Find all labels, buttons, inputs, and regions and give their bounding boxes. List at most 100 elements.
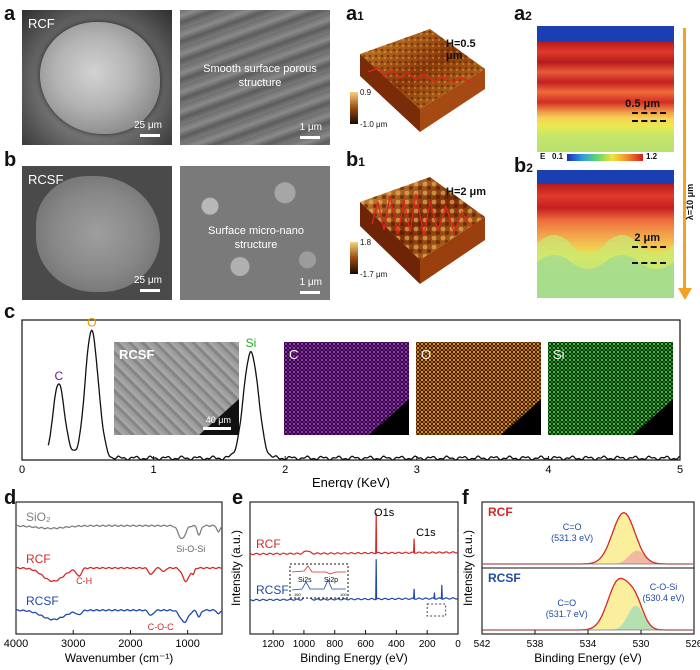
eds-carbon-map: C [284,342,409,435]
afm-surface-rcf [360,29,485,132]
eds-sem-map-scale-bar [203,427,231,430]
eds-peak-label-o: O [87,316,96,330]
eds-xtick-label: 0 [19,464,25,476]
xps-inset-rcf [291,565,346,575]
rcf-zoom-caption: Smooth surface porous structure [203,63,317,89]
xps-o1s-rcf-title: RCF [488,505,513,519]
afm-3d-rcsf: H=2 μm 1.8 -1.7 μm [350,172,490,296]
fem-dashed-top-rcsf [632,246,666,248]
afm-surface-rcsf [360,177,485,284]
xps-o1s-rcf-minor-fill [482,550,694,564]
xps-peak-o1s: O1s [374,507,395,519]
fem-cbar-min: 0.1 [552,152,564,161]
rcsf-zoom-scale-label: 1 μm [299,277,322,288]
afm-colorbar-rcsf [350,242,358,274]
xps-inset-tick-1: 100 [340,592,347,597]
rcsf-particle [36,176,160,292]
xps-o1s-rcf-co-fill [482,512,694,564]
fem-dashed-bottom-rcf [632,120,666,122]
rcf-tag: RCF [28,16,55,31]
xps-inset-tick-0: 160 [294,592,301,597]
xps-o1s-xtick-label: 542 [474,639,491,650]
panel-d-label: d [4,487,17,509]
xps-survey-chart: RCF RCSF O1s C1s Si2s Si2p 160 100 1200 1000 800 60… [229,501,461,665]
rcsf-scale-label: 25 μm [134,275,162,286]
rcf-sem-zoom-image: Smooth surface porous structure 1 μm [180,10,330,145]
xps-survey-xtick-label: 1200 [262,639,285,650]
xps-survey-series-1 [249,559,459,602]
xps-survey-xlabel: Binding Energy (eV) [300,651,407,665]
xps-inset-frame [289,563,349,599]
fem-cbar-e-label: E [540,152,546,161]
xps-o1s-xlabel: Binding Energy (eV) [534,651,641,665]
eds-xtick-label: 2 [282,464,288,476]
ftir-series-label-2: RCSF [26,594,59,608]
xps-zoom-box [426,603,447,617]
rcsf-sem-zoom-image: Surface micro-nano structure 1 μm [180,166,330,300]
fem-map-rcsf: 2 μm [537,170,674,298]
fem-dashed-top-rcf [632,112,666,114]
ftir-xtick-label: 2000 [118,638,142,650]
eds-silicon-map: Si [548,342,673,435]
eds-xlabel: Energy (KeV) [312,475,390,488]
ftir-xtick-label: 4000 [4,638,28,650]
panel-b-label: b [4,149,17,171]
xps-survey-xtick-label: 400 [388,639,405,650]
eds-carbon-map-corner [369,399,409,435]
rcf-zoom-scale-bar [300,136,320,139]
xps-o1s-xtick-label: 526 [686,639,700,650]
rcf-scale-bar [140,134,160,137]
xps-o1s-rcf-value: (531.3 eV) [551,533,593,543]
ftir-series-2 [15,609,223,624]
xps-survey-xtick-label: 200 [419,639,436,650]
xps-o1s-rcf-label: C=O [563,522,582,532]
ftir-chart: SiO₂ RCF RCSF Si-O-Si C-H C-O-C 4000 3000 2000 10… [4,501,223,665]
afm-cbar-min-rcf: -1.0 μm [360,120,388,129]
ftir-xlabel: Wavenumber (cm⁻¹) [65,651,174,665]
eds-carbon-map-title: C [289,347,299,362]
eds-peak-label-si: Si [246,336,257,350]
afm-cbar-max-rcsf: 1.8 [360,238,372,247]
lambda-label-wrap: λ=10 μm [673,175,700,235]
afm-3d-rcf: H=0.5 μm 0.9 -1.0 μm [350,24,490,144]
xps-peak-c1s: C1s [416,527,436,539]
xps-o1s-rcsf-label2: C-O-Si [650,582,678,592]
rcsf-zoom-scale-bar [300,291,320,294]
eds-spectrum-chart: C O Si 0 1 2 3 4 5 Energy (KeV) [19,316,683,488]
xps-o1s-xtick-label: 534 [580,639,597,650]
ftir-series-label-0: SiO₂ [26,510,51,524]
xps-o1s-rcsf-label: C=O [557,598,576,608]
xps-o1s-xtick-label: 530 [633,639,650,650]
eds-xtick-label: 3 [414,464,420,476]
eds-xtick-label: 1 [151,464,157,476]
depth-arrow-shaft [683,28,686,290]
ftir-series-label-1: RCF [26,552,51,566]
rcsf-zoom-caption: Surface micro-nano structure [208,225,304,251]
afm-cbar-max-rcf: 0.9 [360,88,372,97]
xps-inset-si2s: Si2s [298,577,312,584]
xps-survey-frame [249,501,459,635]
eds-plot-frame [21,319,681,461]
panel-f-label: f [462,487,469,509]
xps-survey-xtick-label: 1000 [293,639,316,650]
fem-dashed-bottom-rcsf [632,262,666,264]
eds-xtick-label: 4 [545,464,551,476]
xps-survey-series-label-0: RCF [256,537,281,551]
panel-b1-label: b1 [346,149,365,171]
xps-o1s-ylabel: Intensity (a.u.) [461,530,475,606]
ftir-annot-sioso: Si-O-Si [176,544,205,554]
ftir-series-1 [15,566,223,583]
xps-survey-xtick-label: 600 [357,639,374,650]
eds-oxygen-map-title: O [421,347,432,362]
rcsf-tag: RCSF [28,172,64,187]
xps-o1s-xtick-label: 538 [527,639,544,650]
rcf-sem-image: RCF 25 μm [22,10,172,145]
xps-survey-xtick-label: 800 [326,639,343,650]
ftir-xtick-label: 1000 [175,638,199,650]
eds-oxygen-map: O [416,342,541,435]
afm-cbar-min-rcsf: -1.7 μm [360,270,388,279]
xps-survey-series-label-1: RCSF [256,583,289,597]
xps-o1s-rcsf-value: (531.7 eV) [546,609,588,619]
xps-o1s-rcsf-title: RCSF [488,571,521,585]
panel-a-label: a [4,3,16,25]
